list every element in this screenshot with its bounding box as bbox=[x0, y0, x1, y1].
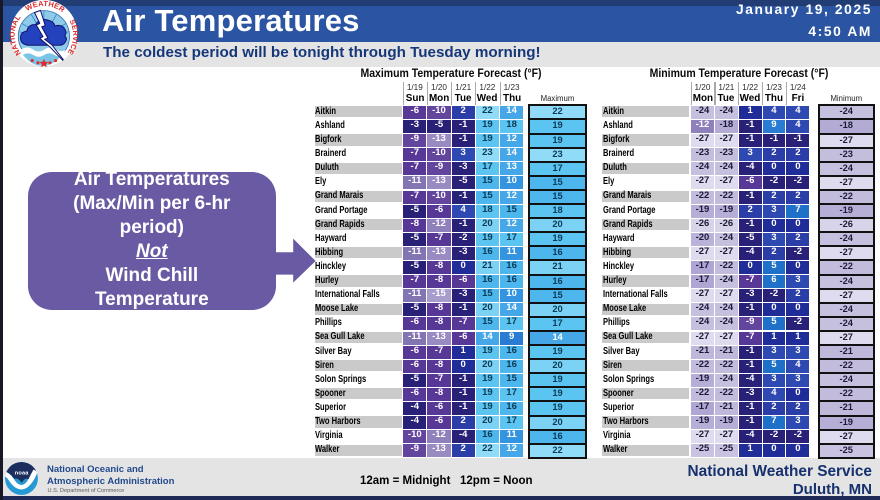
svg-text:noaa: noaa bbox=[15, 471, 30, 477]
